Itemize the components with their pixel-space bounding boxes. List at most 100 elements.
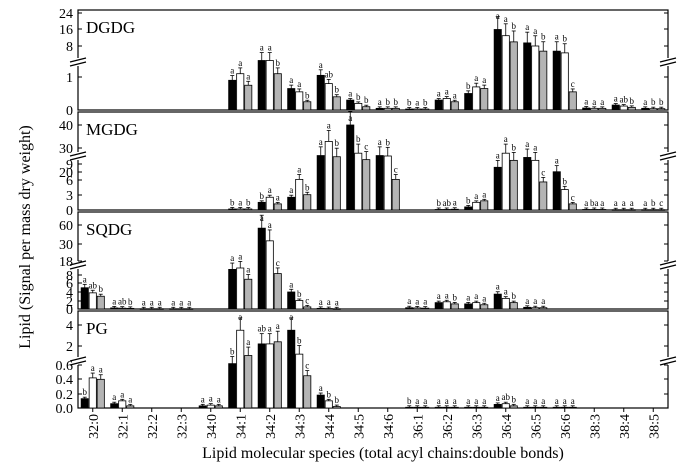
significance-letter: c [571,79,575,89]
axis-break-mark [659,57,677,63]
significance-letter: ab [443,198,452,208]
significance-letter: c [394,165,398,175]
y-tick-label: 6 [66,174,73,189]
bar-gray [362,106,371,111]
bar-gray [539,181,548,211]
significance-letter: a [643,97,647,107]
bar-gray [421,307,430,310]
bar-white [383,155,392,211]
significance-letter: a [378,97,382,107]
significance-letter: ab [118,297,127,307]
significance-letter: a [246,264,250,274]
x-tick-label: 34:4 [323,414,338,439]
bar-white [472,302,481,310]
significance-letter: a [482,293,486,303]
bar-black [552,50,561,111]
bar-white [560,52,569,111]
significance-letter: a [630,198,634,208]
bar-gray [303,101,312,111]
axis-break-mark [659,155,677,161]
bar-white [501,35,510,111]
significance-letter: b [335,85,340,95]
significance-letter: a [555,156,559,166]
bar-black [434,406,443,409]
significance-letter: a [445,87,449,97]
significance-letter: ab [620,95,629,105]
significance-letter: a [496,393,500,403]
axis-break-mark [69,360,87,366]
panel-title: SQDG [86,220,132,239]
significance-letter: a [584,198,588,208]
x-tick-label: 36:1 [411,414,426,439]
bar-gray [96,295,105,310]
significance-letter: a [482,189,486,199]
significance-letter: b [335,395,340,405]
bar-gray [539,406,548,409]
bar-black [198,405,207,409]
significance-letter: b [327,389,332,399]
bar-black [434,209,443,211]
bar-white [619,105,628,111]
significance-letter: a [445,396,449,406]
bar-black [611,209,620,211]
bar-black [346,124,355,211]
significance-letter: b [276,58,281,68]
significance-letter: a [482,396,486,406]
bar-white [295,300,304,310]
bar-white [324,308,333,310]
significance-letter: a [319,60,323,70]
bar-black [523,306,532,310]
bar-black [80,398,89,409]
x-tick-label: 38:4 [618,414,633,439]
panel-title: MGDG [86,120,138,139]
significance-letter: a [260,213,264,223]
significance-letter: a [423,396,427,406]
bar-gray [126,307,135,310]
y-tick-label: 0.0 [56,402,74,417]
bar-black [316,155,325,211]
bar-white [236,267,245,310]
x-tick-label: 36:3 [470,414,485,439]
significance-letter: b [394,97,399,107]
significance-letter: b [453,292,458,302]
bar-gray [273,203,282,211]
significance-letter: a [276,321,280,331]
bar-white [472,86,481,111]
bar-gray [627,209,636,211]
y-tick-label: 40 [59,119,73,134]
bar-white [619,209,628,211]
significance-letter: a [525,139,529,149]
significance-letter: a [246,337,250,347]
bar-black [257,343,266,409]
significance-letter: a [297,165,301,175]
bar-white [501,403,510,409]
bar-white [265,60,274,111]
significance-letter: b [297,336,302,346]
bar-gray [332,406,341,409]
significance-letter: b [437,198,442,208]
significance-letter: b [356,134,361,144]
y-tick-label: 8 [66,40,73,55]
significance-letter: a [246,71,250,81]
significance-letter: a [327,120,331,130]
bar-black [139,308,148,310]
significance-letter: a [289,312,293,322]
bar-black [287,196,296,211]
significance-letter: a [437,291,441,301]
significance-letter: a [289,185,293,195]
bar-black [346,99,355,111]
x-tick-label: 34:2 [264,414,279,439]
significance-letter: a [496,11,500,21]
bar-white [265,196,274,211]
bar-gray [126,405,135,409]
bar-white [413,307,422,310]
significance-letter: a [525,396,529,406]
bar-white [442,98,451,111]
y-tick-label: 0.4 [56,373,74,388]
y-tick-label: 2 [66,295,73,310]
x-tick-label: 32:1 [116,414,131,439]
significance-letter: ba [590,198,599,208]
significance-letter: a [600,198,604,208]
